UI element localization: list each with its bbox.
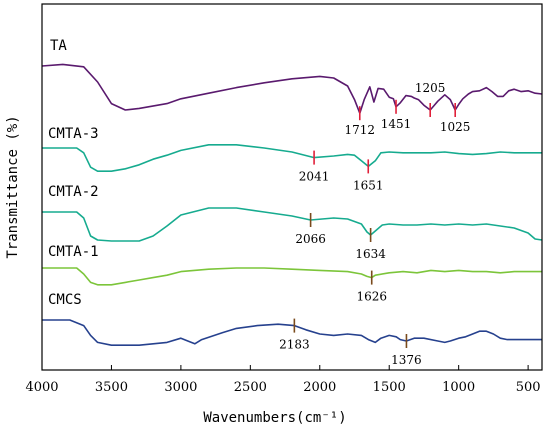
x-tick-label-3500: 3500 (95, 380, 128, 395)
x-tick-label-2500: 2500 (234, 380, 267, 395)
series-layer (41, 63, 543, 348)
series-line-cmcs (42, 319, 542, 346)
peak-label-cmta-3-1651: 1651 (353, 178, 384, 192)
series-line-cmta-2 (42, 207, 543, 242)
peak-label-cmta-1-1626: 1626 (356, 290, 387, 304)
x-tick-label-4000: 4000 (25, 380, 58, 395)
y-axis-label: Transmittance (%) (5, 115, 21, 258)
series-line-ta (41, 63, 543, 114)
x-tick-label-500: 500 (516, 380, 541, 395)
series-label-ta: TA (50, 38, 67, 54)
peak-label-ta-1712: 1712 (345, 123, 376, 137)
series-label-cmta-2: CMTA-2 (48, 184, 99, 200)
plot-frame (41, 3, 543, 371)
series-label-cmta-3: CMTA-3 (48, 126, 99, 142)
peak-label-cmcs-1376: 1376 (391, 353, 422, 367)
peak-label-cmta-3-2041: 2041 (299, 170, 330, 184)
x-tick-label-2000: 2000 (303, 380, 336, 395)
peak-label-ta-1025: 1025 (440, 120, 471, 134)
x-tick-label-1000: 1000 (442, 380, 475, 395)
series-label-cmcs: CMCS (48, 292, 82, 308)
peak-label-cmta-2-2066: 2066 (295, 232, 326, 246)
series-line-cmta-1 (42, 267, 542, 286)
peak-label-cmta-2-1634: 1634 (355, 247, 386, 261)
series-line-cmta-3 (42, 144, 542, 172)
peak-label-cmcs-2183: 2183 (279, 338, 310, 352)
label-layer: TA 1712 1451 1205 1025 CMTA-3 2041 1651 CMTA-2 20… (48, 38, 470, 367)
peak-label-ta-1451: 1451 (381, 117, 412, 131)
x-axis-label: Wavenumbers(cm⁻¹) (203, 410, 346, 426)
x-tick-label-3000: 3000 (164, 380, 197, 395)
peak-label-ta-1205: 1205 (415, 81, 446, 95)
series-label-cmta-1: CMTA-1 (48, 244, 99, 260)
x-axis-ticks: 4000 3500 3000 2500 2000 1500 1000 500 (25, 365, 541, 395)
x-tick-label-1500: 1500 (373, 380, 406, 395)
